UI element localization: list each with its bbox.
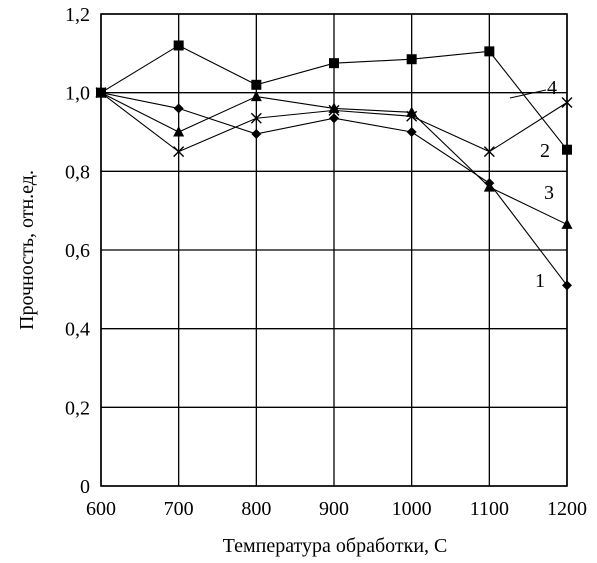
x-tick-label: 1200 (547, 498, 587, 520)
data-point-s2-1 (173, 40, 184, 51)
data-point-s3-5 (483, 181, 495, 192)
x-tick-label: 900 (319, 498, 349, 520)
x-tick-label: 1000 (392, 498, 432, 520)
x-tick-label: 600 (86, 498, 116, 520)
y-tick-label: 0,8 (65, 161, 90, 183)
data-point-s4-4 (406, 110, 418, 122)
data-point-s1-4 (406, 127, 417, 137)
data-point-s4-6 (561, 97, 573, 108)
y-tick-label: 0,2 (65, 397, 90, 419)
series-label-4: 4 (547, 77, 557, 99)
data-point-s2-6 (562, 144, 572, 155)
data-point-s2-2 (251, 79, 262, 90)
series-label-3: 3 (544, 182, 554, 204)
x-tick-label: 800 (241, 498, 271, 520)
y-axis-label: Прочность, отн.ед. (16, 170, 38, 330)
data-point-s3-2 (250, 90, 262, 102)
series-label-leader-4 (509, 89, 547, 99)
data-point-s2-4 (406, 54, 417, 65)
data-point-s4-5 (483, 146, 495, 158)
y-tick-label: 0,4 (65, 319, 90, 341)
data-point-s2-5 (484, 46, 495, 57)
x-tick-label: 700 (164, 498, 194, 520)
y-tick-label: 0,6 (65, 240, 90, 262)
data-point-s1-1 (173, 103, 184, 114)
y-tick-label: 0 (80, 476, 90, 498)
data-point-s2-3 (329, 58, 339, 69)
y-tick-label: 1,2 (65, 4, 90, 26)
data-point-s1-3 (329, 113, 339, 124)
grid (100, 13, 568, 487)
data-point-s4-3 (328, 104, 340, 116)
series-label-1: 1 (535, 270, 545, 292)
x-axis-label: Температура обработки, С (223, 535, 448, 557)
data-point-s3-1 (173, 126, 185, 137)
data-point-s3-3 (328, 102, 340, 113)
series-label-2: 2 (540, 140, 550, 162)
data-point-s4-2 (250, 112, 262, 124)
series-labels: 1 2 3 4 (509, 77, 557, 292)
data-point-s1-2 (251, 128, 262, 139)
x-tick-label: 1100 (470, 498, 509, 520)
markers-group (95, 40, 573, 291)
plot-frame (100, 13, 568, 487)
data-point-s3-6 (561, 218, 573, 229)
tick-labels: 600 700 800 900 1000 1100 1200 0 0,2 0,4 0,6 0,8 1,0… (65, 4, 587, 520)
data-point-s4-1 (173, 146, 185, 158)
y-tick-label: 1,0 (65, 83, 90, 105)
data-point-s4-0 (95, 87, 107, 99)
data-point-s1-6 (562, 280, 572, 291)
